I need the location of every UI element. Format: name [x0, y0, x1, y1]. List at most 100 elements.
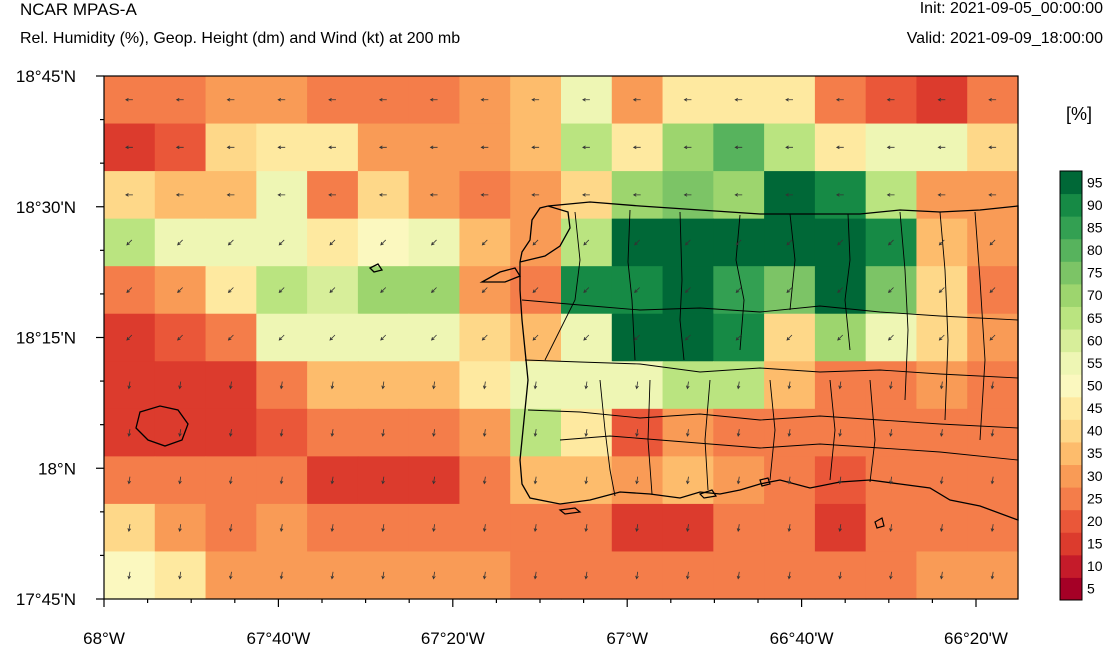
wind-arrow	[736, 429, 741, 437]
colorbar-label: 95	[1087, 174, 1103, 190]
colorbar-swatch	[1060, 329, 1082, 353]
wind-arrow	[229, 524, 233, 532]
wind-arrow	[531, 97, 540, 102]
grid-cell	[459, 313, 511, 362]
wind-arrow	[178, 381, 182, 390]
grid-cell	[916, 313, 968, 362]
wind-arrow	[126, 334, 133, 341]
colorbar-label: 20	[1087, 513, 1103, 529]
wind-vectors	[125, 97, 997, 580]
wind-arrow	[937, 97, 946, 102]
latitude-labels: 18°45'N 18°30'N 18°15'N 18°N 17°45'N	[16, 67, 76, 609]
model-title: NCAR MPAS-A	[20, 0, 137, 19]
colorbar-label: 85	[1087, 219, 1103, 235]
wind-arrow	[480, 97, 489, 102]
x-tick-label: 67°20'W	[421, 629, 485, 647]
wind-arrow	[227, 334, 234, 341]
grid-cell	[561, 218, 613, 267]
wind-arrow	[684, 239, 691, 246]
wind-arrow	[735, 239, 742, 246]
grid-cell	[814, 266, 867, 315]
wind-arrow	[227, 287, 234, 294]
grid-cell	[357, 313, 410, 362]
wind-arrow	[583, 334, 590, 341]
colorbar-border	[1059, 170, 1083, 601]
grid-cell	[764, 266, 816, 315]
wind-arrow	[432, 429, 436, 437]
wind-arrow	[837, 334, 844, 341]
wind-arrow	[635, 429, 639, 437]
wind-arrow	[279, 381, 284, 390]
wind-arrow	[990, 429, 995, 437]
colorbar-swatch	[1060, 487, 1082, 511]
grid-cell	[510, 313, 562, 362]
colorbar-swatch	[1060, 283, 1082, 307]
west-coast-islet	[479, 267, 521, 283]
municipal-boundaries	[521, 209, 1019, 497]
colorbar-label: 25	[1087, 490, 1103, 506]
south-coast-islets	[558, 477, 885, 529]
wind-arrow	[736, 571, 741, 580]
colorbar-label: 80	[1087, 242, 1103, 258]
grid-cell	[662, 266, 714, 315]
wind-arrow	[838, 571, 842, 580]
grid-cell	[611, 218, 664, 267]
wind-arrow	[735, 334, 742, 341]
grid-cell	[104, 266, 156, 315]
wind-arrow	[990, 524, 995, 532]
wind-arrow	[990, 571, 995, 580]
wind-arrow	[584, 524, 588, 532]
wind-arrow	[178, 571, 182, 580]
wind-arrow	[785, 145, 793, 150]
wind-arrow	[785, 193, 793, 197]
wind-arrow	[381, 429, 385, 437]
wind-arrow	[634, 334, 640, 341]
grid-cell	[154, 313, 207, 362]
island-main-outline	[519, 201, 1019, 521]
wind-arrow	[229, 429, 233, 437]
wind-arrow	[378, 193, 387, 197]
colorbar: 5 10 15 20 25 30 35 40 45 50 55 60 65 70 75 80 85 90 95	[1059, 170, 1103, 601]
colorbar-swatch	[1060, 216, 1082, 240]
wind-arrow	[279, 476, 284, 485]
colorbar-label: 90	[1087, 197, 1103, 213]
wind-arrow	[582, 145, 590, 150]
wind-arrow	[329, 239, 336, 246]
grid-cell	[205, 313, 257, 362]
grid-cell	[104, 313, 156, 362]
wind-arrow	[127, 429, 131, 437]
wind-arrow	[432, 381, 436, 390]
wind-arrow	[279, 429, 284, 437]
wind-arrow	[432, 524, 436, 532]
wind-arrow	[229, 381, 233, 390]
wind-arrow	[380, 287, 387, 294]
wind-arrow	[277, 145, 286, 150]
wind-arrow	[938, 239, 945, 246]
wind-arrow	[889, 571, 893, 580]
longitude-labels: 68°W 67°40'W 67°20'W 67°W 66°40'W 66°20'W	[83, 629, 1008, 647]
grid-cell	[256, 218, 308, 267]
colorbar-swatch	[1060, 464, 1082, 488]
wind-arrow	[835, 193, 844, 197]
wind-arrow	[378, 145, 387, 150]
wind-arrow	[277, 193, 286, 197]
wind-arrow	[736, 476, 741, 485]
colorbar-label: 70	[1087, 287, 1103, 303]
wind-arrow	[480, 193, 489, 197]
colorbar-label: 10	[1087, 558, 1103, 574]
wind-arrow	[127, 524, 131, 532]
wind-arrow	[686, 571, 690, 580]
grid-cell	[865, 266, 918, 315]
grid-cell	[561, 266, 613, 315]
humidity-grid	[104, 76, 1019, 600]
field-description: Rel. Humidity (%), Geop. Height (dm) and…	[20, 30, 461, 47]
colorbar-units-label: [%]	[1066, 104, 1093, 124]
grid-cell	[764, 313, 816, 362]
wind-arrow	[381, 571, 385, 580]
wind-arrow	[835, 145, 844, 150]
wind-arrow	[329, 287, 336, 294]
wind-arrow	[632, 145, 641, 150]
wind-arrow	[278, 287, 285, 294]
wind-arrow	[886, 193, 895, 197]
wind-arrow	[380, 334, 387, 341]
